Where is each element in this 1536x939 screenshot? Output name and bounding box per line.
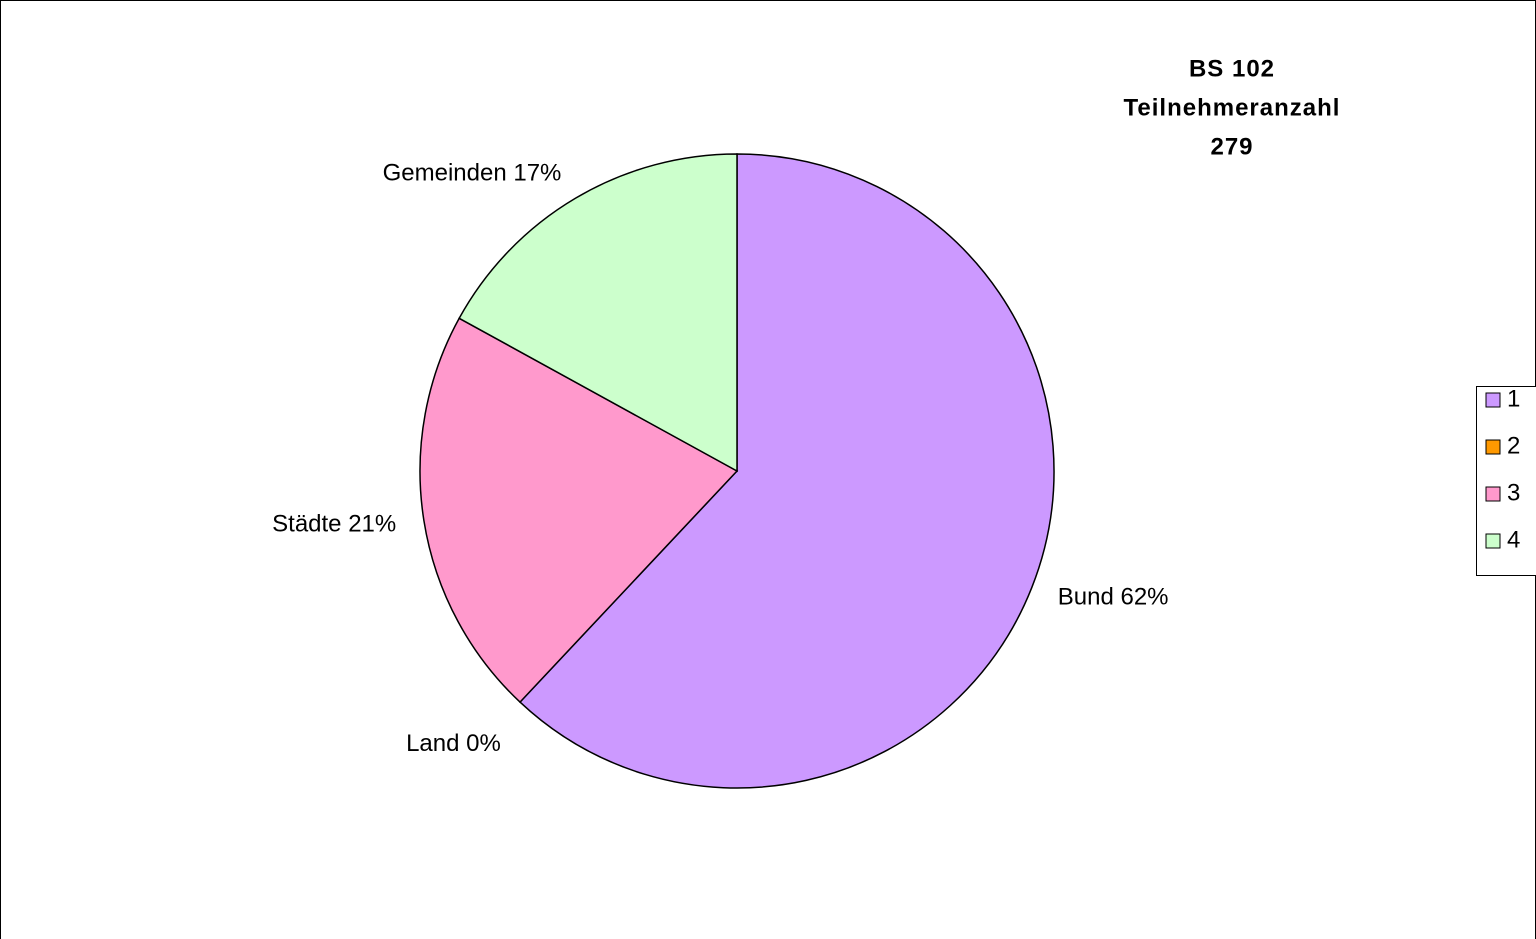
chart-title: 279 <box>1210 133 1253 160</box>
legend-label: 1 <box>1507 385 1520 412</box>
legend-label: 4 <box>1507 526 1520 553</box>
chart-title: BS 102 <box>1189 55 1275 82</box>
data-label: Bund 62% <box>1058 583 1169 610</box>
legend-swatch <box>1485 392 1501 408</box>
legend-swatch <box>1485 486 1501 502</box>
pie-slice <box>518 153 1055 789</box>
pie-slice <box>419 317 739 704</box>
legend-swatch <box>1485 439 1501 455</box>
data-label: Städte 21% <box>272 510 396 537</box>
data-label: Land 0% <box>406 730 501 757</box>
data-label: Gemeinden 17% <box>383 159 562 186</box>
legend-label: 2 <box>1507 432 1520 459</box>
legend-label: 3 <box>1507 479 1520 506</box>
pie-slice <box>458 153 738 473</box>
legend-swatch <box>1485 533 1501 549</box>
chart-title: Teilnehmeranzahl <box>1124 94 1341 121</box>
